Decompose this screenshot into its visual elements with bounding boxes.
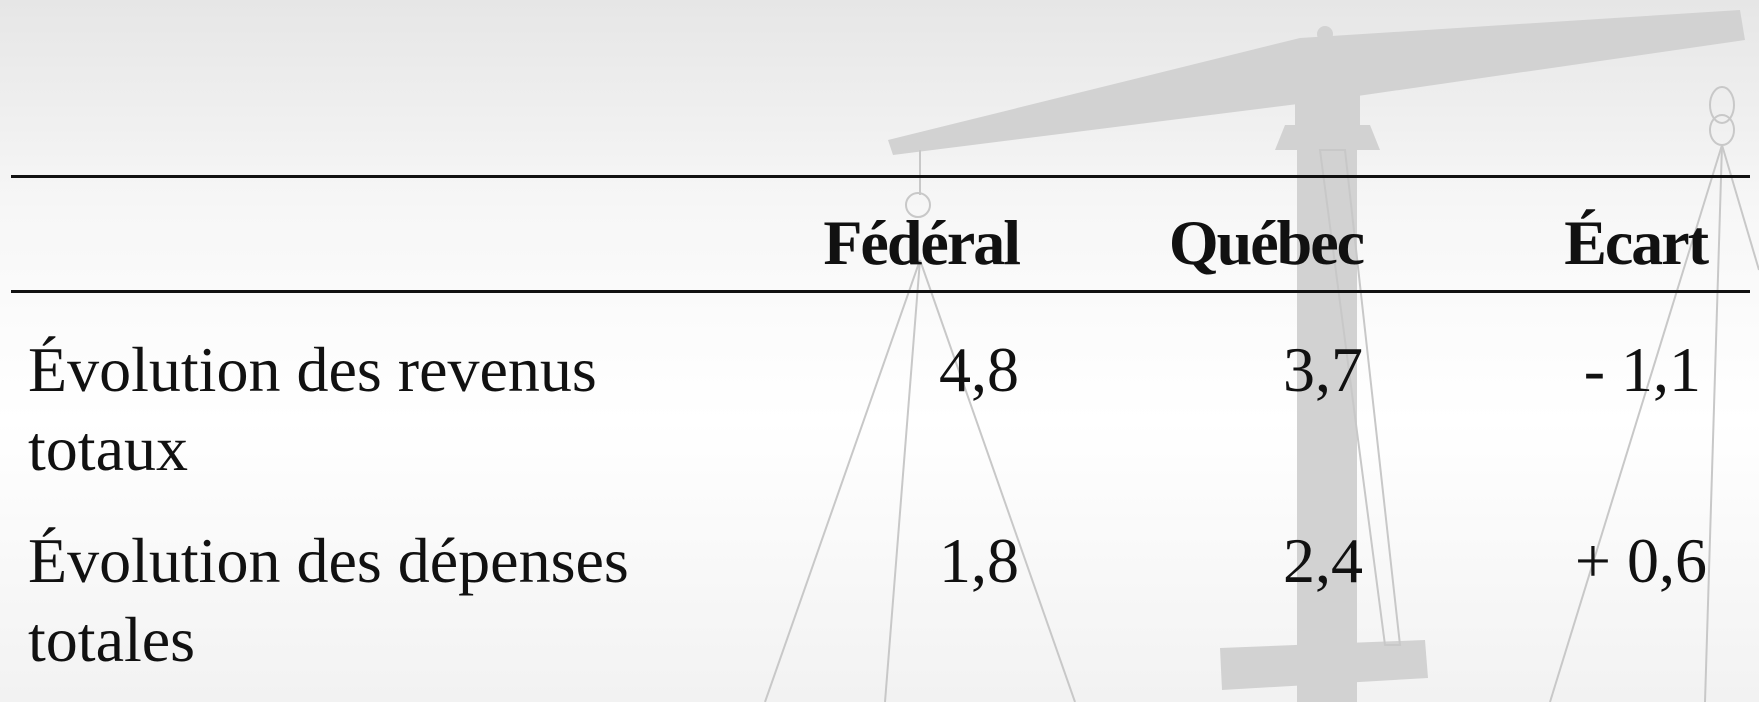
table-cell: + 0,6	[1574, 525, 1707, 596]
column-header: Québec	[1168, 207, 1365, 278]
row-label: Évolution des revenus totaux	[28, 334, 597, 484]
table-top-rule	[11, 175, 1750, 178]
table-cell: - 1,1	[1583, 334, 1701, 405]
table-cell: 2,4	[1283, 525, 1363, 596]
table-cell: 4,8	[939, 334, 1019, 405]
column-header: Fédéral	[823, 207, 1021, 278]
column-header: Écart	[1564, 207, 1709, 278]
table-cell: 3,7	[1283, 334, 1363, 405]
table-header-rule	[11, 290, 1750, 293]
row-label: Évolution des dépenses totales	[28, 525, 629, 675]
table-cell: 1,8	[939, 525, 1019, 596]
